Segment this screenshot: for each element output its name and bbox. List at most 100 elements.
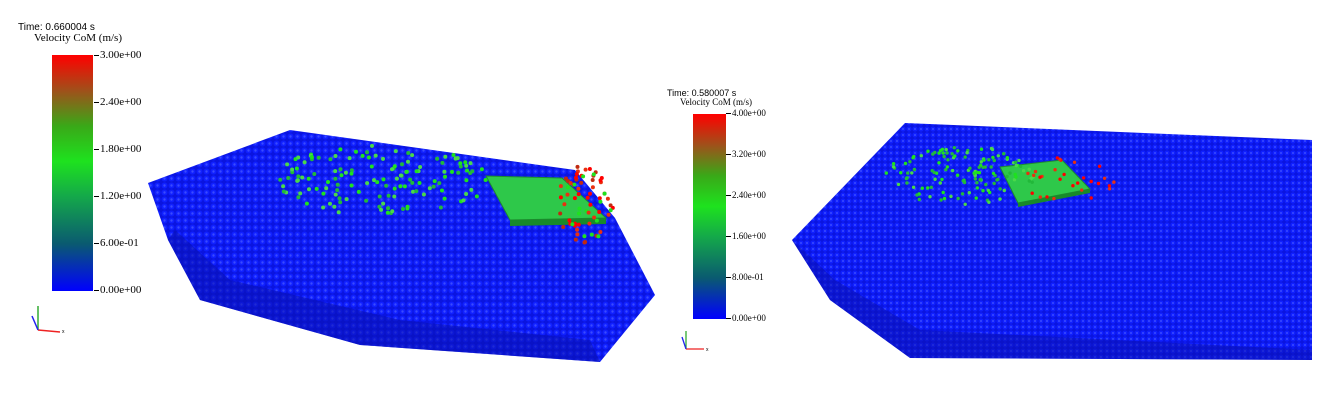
particle	[354, 149, 358, 154]
particle	[349, 171, 354, 176]
particle	[1005, 156, 1009, 160]
particle	[364, 198, 369, 203]
particle	[406, 151, 411, 155]
right-colorbar-tick: 4.00e+00	[726, 108, 766, 118]
particle	[910, 171, 914, 175]
particle	[474, 194, 479, 199]
particle	[408, 177, 413, 182]
particle	[597, 210, 602, 214]
particle	[298, 191, 303, 196]
particle	[339, 173, 344, 178]
particle	[306, 176, 311, 181]
particle	[1014, 160, 1018, 164]
right-colorbar	[693, 114, 726, 319]
particle	[937, 161, 941, 165]
particle	[1014, 175, 1018, 179]
particle	[437, 181, 442, 186]
particle	[333, 154, 338, 158]
particle	[575, 227, 580, 232]
particle	[586, 210, 591, 215]
particle	[451, 153, 456, 157]
particle	[398, 184, 403, 189]
particle	[1062, 172, 1066, 177]
particle	[338, 200, 343, 205]
particle	[1026, 171, 1030, 176]
particle	[904, 176, 909, 181]
particle	[975, 181, 979, 185]
particle	[995, 178, 999, 182]
particle	[349, 183, 354, 188]
particle	[937, 151, 941, 155]
particle	[1013, 172, 1017, 177]
particle	[465, 168, 469, 173]
particle	[456, 170, 461, 175]
particle	[987, 200, 991, 204]
particle	[1038, 195, 1042, 199]
particle	[996, 154, 1000, 158]
particle	[400, 162, 404, 167]
particle	[602, 191, 607, 196]
particle	[464, 192, 469, 196]
particle	[589, 232, 594, 237]
particle	[390, 209, 395, 214]
left-colorbar-tick: 1.80e+00	[93, 143, 142, 155]
particle	[594, 218, 599, 223]
particle	[940, 177, 944, 182]
particle	[1027, 179, 1031, 183]
particle	[984, 182, 988, 187]
particle	[991, 171, 996, 176]
particle	[941, 151, 945, 155]
particle	[443, 154, 448, 159]
particle	[302, 160, 307, 165]
particle	[575, 232, 580, 237]
particle	[983, 165, 987, 169]
particle	[1027, 167, 1031, 171]
particle	[988, 190, 992, 195]
particle	[1030, 180, 1034, 184]
particle	[394, 176, 399, 181]
particle	[365, 181, 370, 186]
particle	[316, 155, 321, 160]
particle	[588, 191, 592, 196]
particle	[463, 160, 468, 165]
particle	[335, 188, 340, 193]
particle	[915, 193, 919, 197]
particle	[987, 158, 991, 162]
particle	[917, 197, 921, 202]
particle	[296, 195, 301, 200]
particle	[443, 174, 447, 179]
particle	[946, 158, 950, 162]
particle	[366, 155, 371, 160]
particle	[973, 177, 978, 181]
particle	[381, 201, 386, 206]
particle	[418, 165, 423, 169]
particle	[1081, 176, 1086, 180]
particle	[347, 156, 352, 161]
particle	[590, 185, 595, 190]
particle	[314, 186, 319, 191]
particle	[884, 171, 888, 175]
particle	[483, 178, 488, 182]
particle	[440, 160, 445, 165]
particle	[290, 167, 295, 172]
particle	[981, 189, 985, 193]
particle	[296, 174, 301, 179]
particle	[453, 156, 458, 161]
right-particle-bed-front	[792, 240, 1312, 360]
particle	[587, 221, 592, 226]
particle	[1080, 188, 1084, 192]
particle	[591, 172, 596, 177]
particle	[942, 196, 947, 201]
particle	[960, 192, 965, 196]
particle	[427, 186, 432, 191]
particle	[458, 164, 463, 169]
particle	[582, 240, 587, 245]
left-colorbar-tick: 6.00e-01	[94, 237, 139, 249]
particle	[469, 187, 474, 192]
particle	[579, 180, 584, 185]
particle	[565, 185, 570, 190]
particle	[992, 181, 996, 186]
particle	[1008, 171, 1012, 175]
particle	[1089, 196, 1093, 200]
svg-text:x: x	[706, 347, 709, 353]
